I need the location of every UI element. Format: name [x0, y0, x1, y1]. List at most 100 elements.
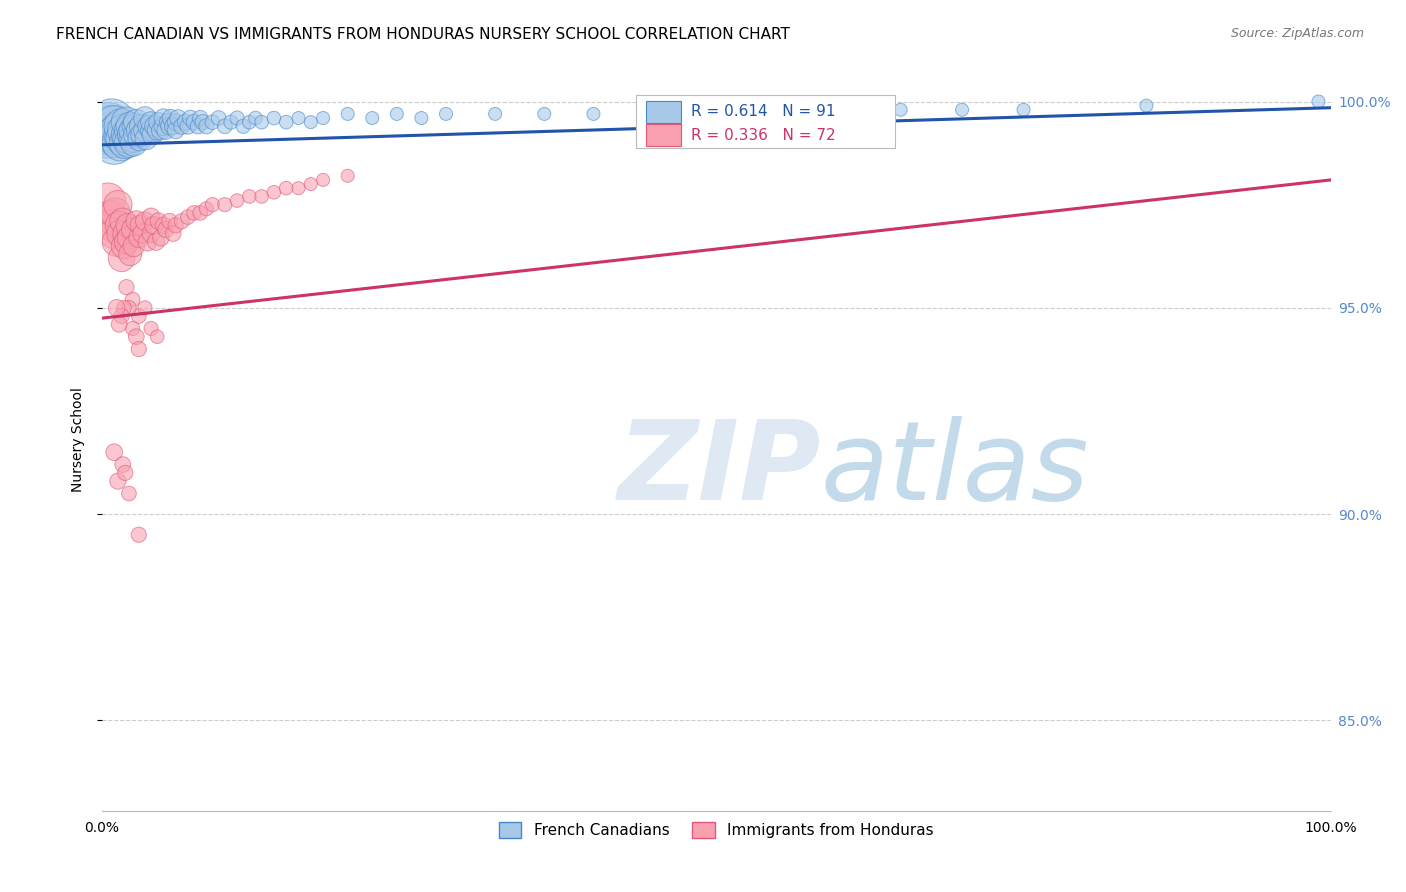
- Point: [114, 466, 136, 480]
- FancyBboxPatch shape: [647, 101, 681, 123]
- Point: [170, 120, 193, 134]
- Point: [139, 123, 162, 137]
- Point: [107, 131, 129, 145]
- Point: [152, 219, 174, 233]
- Point: [111, 214, 134, 228]
- Point: [312, 173, 335, 187]
- Point: [118, 136, 141, 150]
- Point: [108, 219, 131, 233]
- Point: [219, 115, 242, 129]
- Point: [108, 123, 131, 137]
- Point: [152, 120, 174, 134]
- Point: [195, 202, 218, 216]
- Point: [201, 197, 224, 211]
- Point: [128, 123, 150, 137]
- Point: [110, 227, 132, 241]
- Point: [149, 230, 172, 244]
- Point: [195, 120, 218, 134]
- Point: [149, 123, 172, 137]
- Point: [828, 103, 851, 117]
- Point: [117, 219, 139, 233]
- Point: [114, 227, 136, 241]
- Point: [118, 486, 141, 500]
- Point: [245, 111, 267, 125]
- Point: [134, 123, 156, 137]
- Point: [142, 219, 165, 233]
- Point: [890, 103, 912, 117]
- Point: [250, 115, 273, 129]
- Point: [134, 214, 156, 228]
- Point: [155, 123, 177, 137]
- Point: [111, 131, 134, 145]
- Point: [139, 227, 162, 241]
- Point: [263, 186, 285, 200]
- Point: [112, 239, 135, 253]
- Point: [128, 342, 150, 356]
- Point: [103, 445, 125, 459]
- Point: [139, 210, 162, 224]
- Point: [238, 189, 260, 203]
- Point: [162, 227, 184, 241]
- Point: [139, 321, 162, 335]
- Point: [411, 111, 433, 125]
- FancyBboxPatch shape: [647, 124, 681, 146]
- Text: Source: ZipAtlas.com: Source: ZipAtlas.com: [1230, 27, 1364, 40]
- Text: atlas: atlas: [821, 416, 1090, 523]
- Point: [165, 219, 187, 233]
- Point: [1135, 98, 1157, 112]
- Point: [100, 123, 122, 137]
- Point: [125, 128, 148, 142]
- Point: [155, 222, 177, 236]
- Point: [336, 169, 359, 183]
- Point: [385, 107, 408, 121]
- Point: [120, 120, 142, 134]
- Point: [201, 115, 224, 129]
- Text: R = 0.336   N = 72: R = 0.336 N = 72: [690, 128, 835, 143]
- Point: [263, 111, 285, 125]
- Point: [177, 120, 200, 134]
- Point: [145, 235, 167, 249]
- Point: [361, 111, 384, 125]
- Point: [118, 123, 141, 137]
- Point: [107, 197, 129, 211]
- Point: [183, 115, 205, 129]
- Point: [336, 107, 359, 121]
- Point: [214, 197, 236, 211]
- Point: [165, 115, 187, 129]
- Point: [152, 111, 174, 125]
- Point: [159, 214, 181, 228]
- Legend: French Canadians, Immigrants from Honduras: French Canadians, Immigrants from Hondur…: [492, 816, 941, 845]
- Point: [97, 194, 120, 208]
- Text: FRENCH CANADIAN VS IMMIGRANTS FROM HONDURAS NURSERY SCHOOL CORRELATION CHART: FRENCH CANADIAN VS IMMIGRANTS FROM HONDU…: [56, 27, 790, 42]
- Point: [165, 123, 187, 137]
- Point: [122, 136, 145, 150]
- Point: [115, 128, 138, 142]
- Point: [159, 111, 181, 125]
- Point: [148, 214, 170, 228]
- Point: [125, 214, 148, 228]
- Point: [103, 136, 125, 150]
- Point: [125, 115, 148, 129]
- Point: [115, 280, 138, 294]
- Point: [146, 329, 169, 343]
- Point: [115, 235, 138, 249]
- Point: [100, 210, 122, 224]
- Point: [208, 111, 231, 125]
- Point: [135, 131, 157, 145]
- Point: [134, 111, 156, 125]
- Point: [148, 115, 170, 129]
- Point: [238, 115, 260, 129]
- Point: [138, 120, 160, 134]
- Point: [704, 107, 727, 121]
- Point: [111, 458, 134, 472]
- Point: [312, 111, 335, 125]
- Point: [226, 194, 249, 208]
- Point: [121, 123, 143, 137]
- Point: [139, 115, 162, 129]
- Point: [187, 120, 209, 134]
- Point: [105, 301, 128, 315]
- Point: [136, 235, 159, 249]
- Point: [299, 115, 322, 129]
- Point: [117, 131, 139, 145]
- Point: [159, 120, 181, 134]
